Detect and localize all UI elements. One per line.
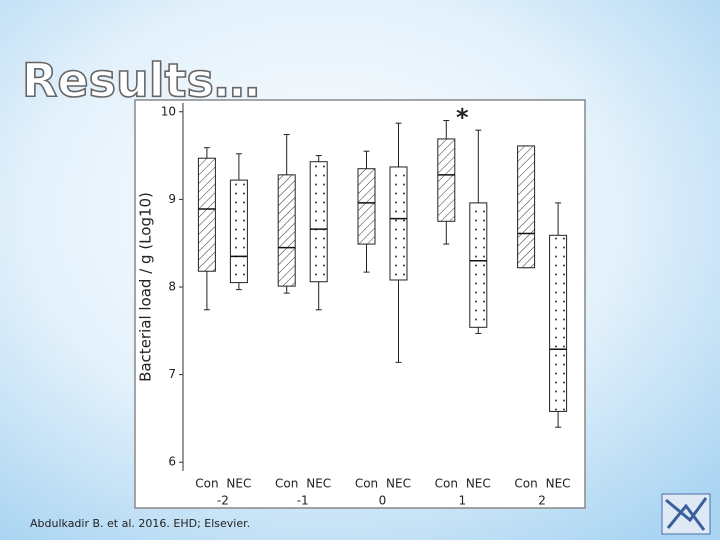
box [357, 168, 376, 245]
x-tick-label: Con [435, 477, 458, 491]
x-tick-label: Con [275, 477, 298, 491]
annotation: * [456, 104, 469, 132]
group-label: 1 [458, 494, 466, 508]
y-tick-label: 7 [168, 367, 176, 381]
y-tick-label: 10 [161, 104, 176, 118]
y-tick-label: 9 [168, 192, 176, 206]
citation: Abdulkadir B. et al. 2016. EHD; Elsevier… [30, 517, 250, 530]
group-label: -2 [217, 494, 229, 508]
box [229, 179, 248, 284]
x-tick-label: NEC [226, 477, 251, 491]
box [517, 145, 536, 269]
box [197, 157, 216, 272]
group-label: 0 [379, 494, 387, 508]
y-tick-label: 8 [168, 280, 176, 294]
x-tick-label: NEC [306, 477, 331, 491]
y-axis-label: Bacterial load / g (Log10) [137, 192, 155, 382]
box [549, 234, 568, 412]
x-tick-label: Con [355, 477, 378, 491]
group-label: -1 [297, 494, 309, 508]
x-tick-label: Con [195, 477, 218, 491]
box [389, 166, 408, 281]
x-tick-label: NEC [386, 477, 411, 491]
logo [661, 493, 711, 535]
box [469, 202, 488, 328]
box [437, 138, 456, 222]
box [277, 174, 296, 287]
group-label: 2 [538, 494, 546, 508]
x-tick-label: NEC [546, 477, 571, 491]
y-tick-label: 6 [168, 455, 176, 469]
x-tick-label: NEC [466, 477, 491, 491]
box [309, 161, 328, 283]
slide-title: Results… [22, 54, 260, 108]
x-tick-label: Con [514, 477, 537, 491]
